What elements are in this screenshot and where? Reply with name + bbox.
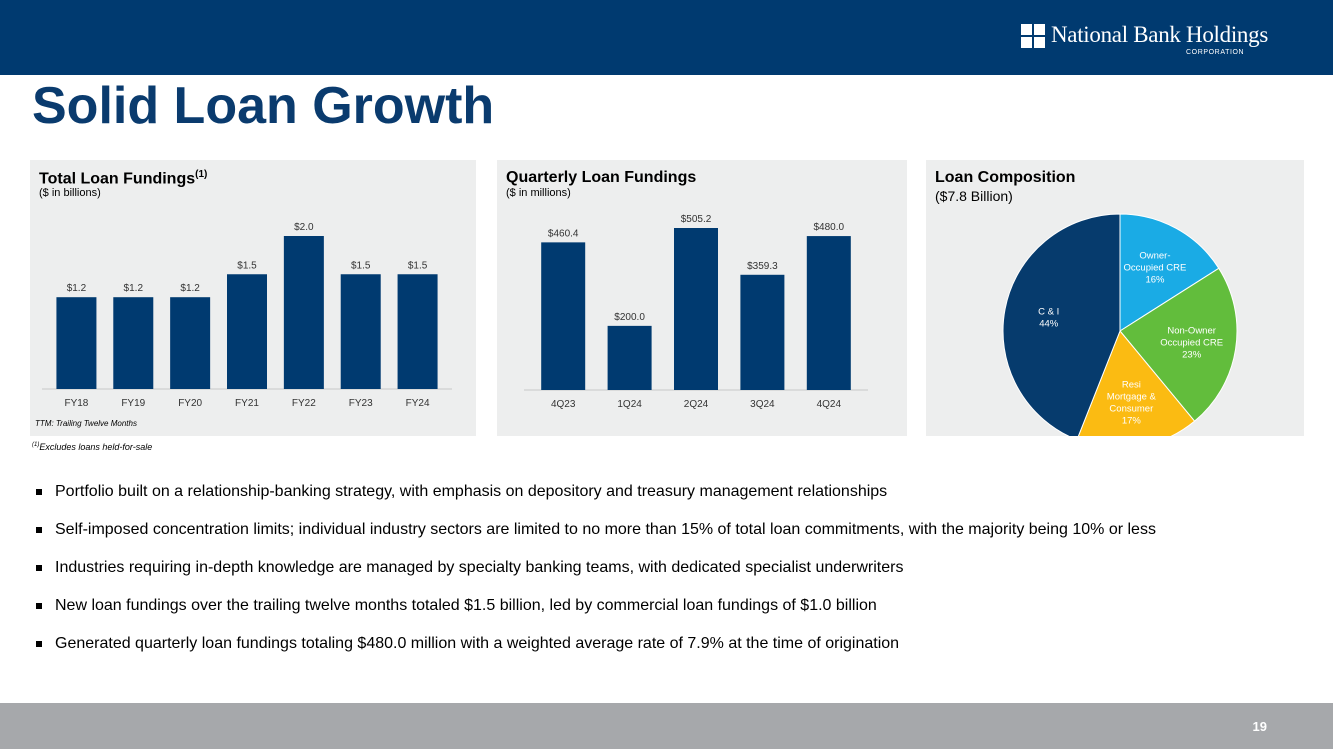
bar (283, 236, 324, 389)
chart-subtitle: ($ in millions) (506, 187, 571, 199)
bar (340, 274, 381, 389)
x-tick-label: 4Q23 (551, 399, 576, 410)
pie-slice-label: Resi Mortgage & Consumer 17% (1107, 380, 1157, 427)
footnote: (1)Excludes loans held-for-sale (32, 442, 153, 452)
quarterly-loan-fundings-chart: $460.4 4Q23 $200.0 1Q24 $505.2 2Q24 $359.3 3Q24… (524, 214, 868, 410)
bar (170, 297, 211, 389)
pie-slice-label: Non-Owner Occupied CRE 23% (1160, 325, 1223, 360)
x-tick-label: FY18 (64, 398, 88, 409)
x-tick-label: 2Q24 (684, 399, 709, 410)
pie-slice (1002, 213, 1121, 436)
bar-value-label: $359.3 (747, 261, 778, 272)
bar-value-label: $1.5 (237, 260, 257, 271)
x-tick-label: FY24 (406, 398, 430, 409)
chart-title: Quarterly Loan Fundings (506, 169, 697, 186)
loan-composition-pie: Owner-Occupied CRE 16% Non-Owner Occupied C… (1002, 213, 1238, 436)
bar-value-label: $200.0 (614, 312, 645, 323)
company-logo[interactable]: National Bank Holdings CORPORATION (1021, 22, 1281, 62)
bar-value-label: $1.5 (408, 260, 428, 271)
bullet-item: Industries requiring in-depth knowledge … (36, 558, 1276, 578)
x-tick-label: FY19 (121, 398, 145, 409)
bar (806, 236, 851, 390)
pie-slice (1077, 330, 1196, 436)
bar (674, 228, 718, 390)
pie-slice (1119, 213, 1220, 332)
bullet-list: Portfolio built on a relationship-bankin… (36, 482, 1276, 672)
bullet-item: Generated quarterly loan fundings totali… (36, 634, 1276, 654)
total-loan-fundings-chart: $1.2 FY18 $1.2 FY19 $1.2 FY20 $1.5 FY21 $2.0 FY22… (42, 222, 452, 409)
x-tick-label: FY23 (349, 398, 373, 409)
bar (541, 242, 586, 390)
bar-value-label: $480.0 (814, 222, 845, 233)
bar (607, 325, 652, 390)
footer-bar: 19 (0, 703, 1333, 749)
x-tick-label: FY21 (235, 398, 259, 409)
chart-title: Total Loan Fundings(1) (39, 169, 208, 188)
bar-value-label: $2.0 (294, 222, 314, 233)
x-tick-label: FY22 (292, 398, 316, 409)
logo-squares-icon (1021, 24, 1045, 48)
loan-composition-panel: Loan Composition ($7.8 Billion) Owner-Oc… (926, 160, 1304, 436)
logo-subtitle: CORPORATION (1186, 49, 1245, 56)
header-bar: National Bank Holdings CORPORATION (0, 0, 1333, 75)
bar-value-label: $460.4 (548, 228, 579, 239)
pie-slice-label: Owner-Occupied CRE 16% (1124, 250, 1187, 285)
bullet-item: Self-imposed concentration limits; indiv… (36, 520, 1276, 540)
bar (740, 274, 785, 390)
quarterly-loan-fundings-panel: Quarterly Loan Fundings ($ in millions) … (497, 160, 907, 436)
pie-slice (1119, 267, 1238, 422)
bar-value-label: $1.5 (351, 260, 371, 271)
x-tick-label: FY20 (178, 398, 202, 409)
bar-value-label: $1.2 (180, 283, 200, 294)
bullet-item: Portfolio built on a relationship-bankin… (36, 482, 1276, 502)
pie-slice-label: C & I 44% (1038, 306, 1059, 329)
bar (113, 297, 154, 389)
logo-name: National Bank Holdings (1051, 22, 1268, 47)
bar (56, 297, 97, 389)
x-tick-label: 1Q24 (617, 399, 642, 410)
x-tick-label: 3Q24 (750, 399, 775, 410)
ttm-note: TTM: Trailing Twelve Months (35, 419, 137, 428)
chart-subtitle: ($7.8 Billion) (935, 188, 1013, 204)
bar-value-label: $505.2 (681, 214, 712, 225)
page-number: 19 (1252, 719, 1267, 734)
chart-title: Loan Composition (935, 169, 1076, 186)
chart-subtitle: ($ in billions) (39, 187, 101, 199)
bullet-item: New loan fundings over the trailing twel… (36, 596, 1276, 616)
bar (397, 274, 438, 389)
bar (227, 274, 267, 389)
total-loan-fundings-panel: Total Loan Fundings(1) ($ in billions) $… (30, 160, 476, 436)
page-title: Solid Loan Growth (32, 77, 495, 135)
bar-value-label: $1.2 (67, 283, 87, 294)
bar-value-label: $1.2 (124, 283, 144, 294)
title-footnote-mark: (1) (195, 169, 208, 180)
x-tick-label: 4Q24 (817, 399, 842, 410)
